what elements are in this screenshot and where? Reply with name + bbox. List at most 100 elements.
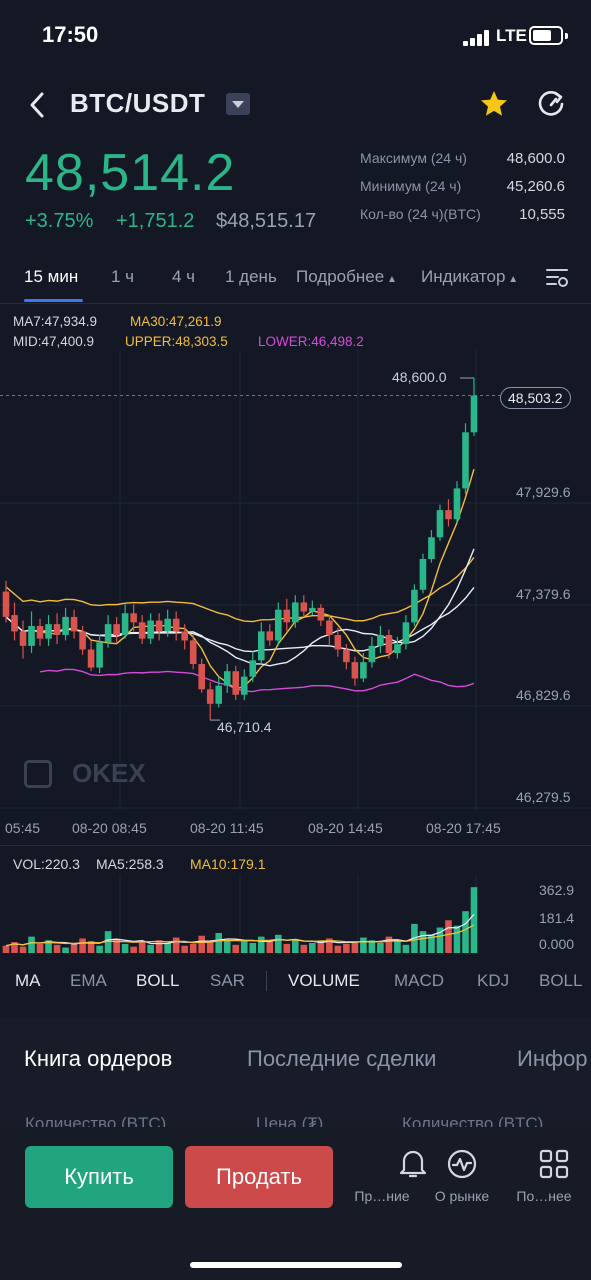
- volume-bar: [300, 944, 308, 953]
- refresh-icon[interactable]: [536, 89, 566, 119]
- y-tick: 46,829.6: [516, 687, 571, 703]
- change-absolute: +1,751.2: [116, 210, 195, 232]
- vol-ma10-label: MA10:179.1: [190, 856, 266, 872]
- tab-1day[interactable]: 1 день: [225, 267, 277, 286]
- tab-15min[interactable]: 15 мин: [24, 267, 79, 286]
- candle: [368, 645, 376, 663]
- candle: [402, 622, 410, 645]
- candle: [436, 510, 444, 538]
- candle: [96, 642, 103, 668]
- usd-price: $48,515.17: [216, 210, 317, 232]
- candle: [334, 635, 342, 650]
- candle: [470, 395, 478, 433]
- active-tab-underline: [24, 299, 83, 302]
- volume-bar: [164, 942, 171, 953]
- candle: [113, 624, 120, 636]
- volume-bar: [147, 944, 154, 953]
- ind-tab-boll[interactable]: BOLL: [136, 971, 180, 990]
- favorite-star-icon[interactable]: [478, 88, 510, 120]
- vol-y-tick: 0.000: [539, 936, 575, 952]
- candle: [385, 635, 393, 654]
- volume-bar: [402, 944, 410, 953]
- nav-label-market[interactable]: О рынке: [434, 1188, 490, 1204]
- last-price: 48,514.2: [25, 144, 236, 202]
- buy-button[interactable]: Купить: [25, 1146, 173, 1208]
- volume-bar: [2, 945, 10, 953]
- candle: [36, 625, 44, 639]
- grid-icon[interactable]: [539, 1149, 569, 1179]
- stat-high-label: Максимум (24 ч): [360, 150, 467, 166]
- ind-tab-kdj[interactable]: KDJ: [477, 971, 510, 990]
- ind-tab-boll-2[interactable]: BOLL: [539, 971, 583, 990]
- back-icon[interactable]: [24, 88, 50, 122]
- volume-bar: [113, 939, 120, 953]
- sell-button[interactable]: Продать: [185, 1146, 333, 1208]
- nav-label-more[interactable]: По…нее: [516, 1188, 572, 1204]
- volume-bar: [240, 941, 248, 953]
- lower-label: LOWER:46,498.2: [258, 334, 364, 349]
- boll-lower-line: [39, 668, 475, 693]
- vol-ma10-line: [5, 924, 475, 947]
- pair-dropdown-icon[interactable]: [226, 93, 250, 115]
- vol-ma5-label: MA5:258.3: [96, 856, 164, 872]
- ind-tab-sar[interactable]: SAR: [210, 971, 245, 990]
- ind-tab-ma[interactable]: MA: [15, 971, 41, 990]
- tab-recent-trades[interactable]: Последние сделки: [247, 1046, 437, 1071]
- candle: [249, 660, 257, 677]
- last-price-tag: 48,503.2: [500, 387, 571, 409]
- candle: [317, 607, 325, 621]
- volume-bar: [249, 942, 257, 953]
- volume-bar: [343, 943, 350, 953]
- volume-bar: [351, 942, 359, 953]
- pulse-icon[interactable]: [446, 1148, 478, 1180]
- candle: [309, 607, 316, 612]
- volume-bar: [138, 942, 146, 953]
- candle: [428, 537, 435, 559]
- ind-tab-ema[interactable]: EMA: [70, 971, 107, 990]
- okex-logo-icon: [24, 760, 52, 788]
- candle: [419, 558, 427, 590]
- candle: [147, 620, 154, 639]
- tab-indicator[interactable]: Индикатор ▲: [421, 267, 518, 287]
- candle: [130, 613, 137, 623]
- bell-icon[interactable]: [398, 1147, 428, 1179]
- candle: [198, 663, 206, 690]
- volume-bar: [394, 941, 401, 953]
- nav-label-notifications[interactable]: Пр…ние: [354, 1188, 410, 1204]
- candlestick-chart[interactable]: [0, 350, 591, 810]
- chart-settings-icon[interactable]: [545, 266, 569, 290]
- ind-tab-volume[interactable]: VOLUME: [288, 971, 360, 990]
- volume-bar: [334, 945, 342, 953]
- stat-volume-label: Кол-во (24 ч)(BTC): [360, 206, 481, 222]
- tab-orderbook[interactable]: Книга ордеров: [24, 1046, 173, 1071]
- boll-upper-line: [5, 556, 475, 623]
- candle: [62, 616, 69, 636]
- y-tick: 47,379.6: [516, 586, 571, 602]
- volume-bar: [385, 936, 393, 953]
- volume-bar: [87, 941, 95, 953]
- x-tick: 08-20 08:45: [72, 820, 147, 836]
- tab-info[interactable]: Инфор: [517, 1046, 588, 1071]
- ma7-label: MA7:47,934.9: [13, 314, 98, 329]
- candle: [232, 671, 240, 695]
- volume-bar: [257, 936, 265, 953]
- home-indicator: [190, 1262, 402, 1268]
- ind-tab-macd[interactable]: MACD: [394, 971, 445, 990]
- volume-bar: [462, 911, 469, 953]
- tab-more-label: Подробнее: [296, 267, 385, 286]
- volume-chart[interactable]: [0, 875, 591, 955]
- x-tick: 05:45: [5, 820, 41, 836]
- pair-title[interactable]: BTC/USDT: [70, 88, 206, 118]
- stat-low-label: Минимум (24 ч): [360, 178, 462, 194]
- tab-more[interactable]: Подробнее ▲: [296, 267, 397, 287]
- candle: [172, 618, 180, 632]
- triangle-down-icon: ▲: [384, 274, 397, 285]
- tab-1h[interactable]: 1 ч: [111, 267, 135, 286]
- candle: [351, 662, 359, 679]
- tab-4h[interactable]: 4 ч: [172, 267, 196, 286]
- divider: [0, 845, 591, 846]
- candle: [462, 432, 469, 489]
- candle: [292, 602, 299, 623]
- stat-low-value: 45,260.6: [506, 178, 565, 195]
- candle: [215, 685, 223, 704]
